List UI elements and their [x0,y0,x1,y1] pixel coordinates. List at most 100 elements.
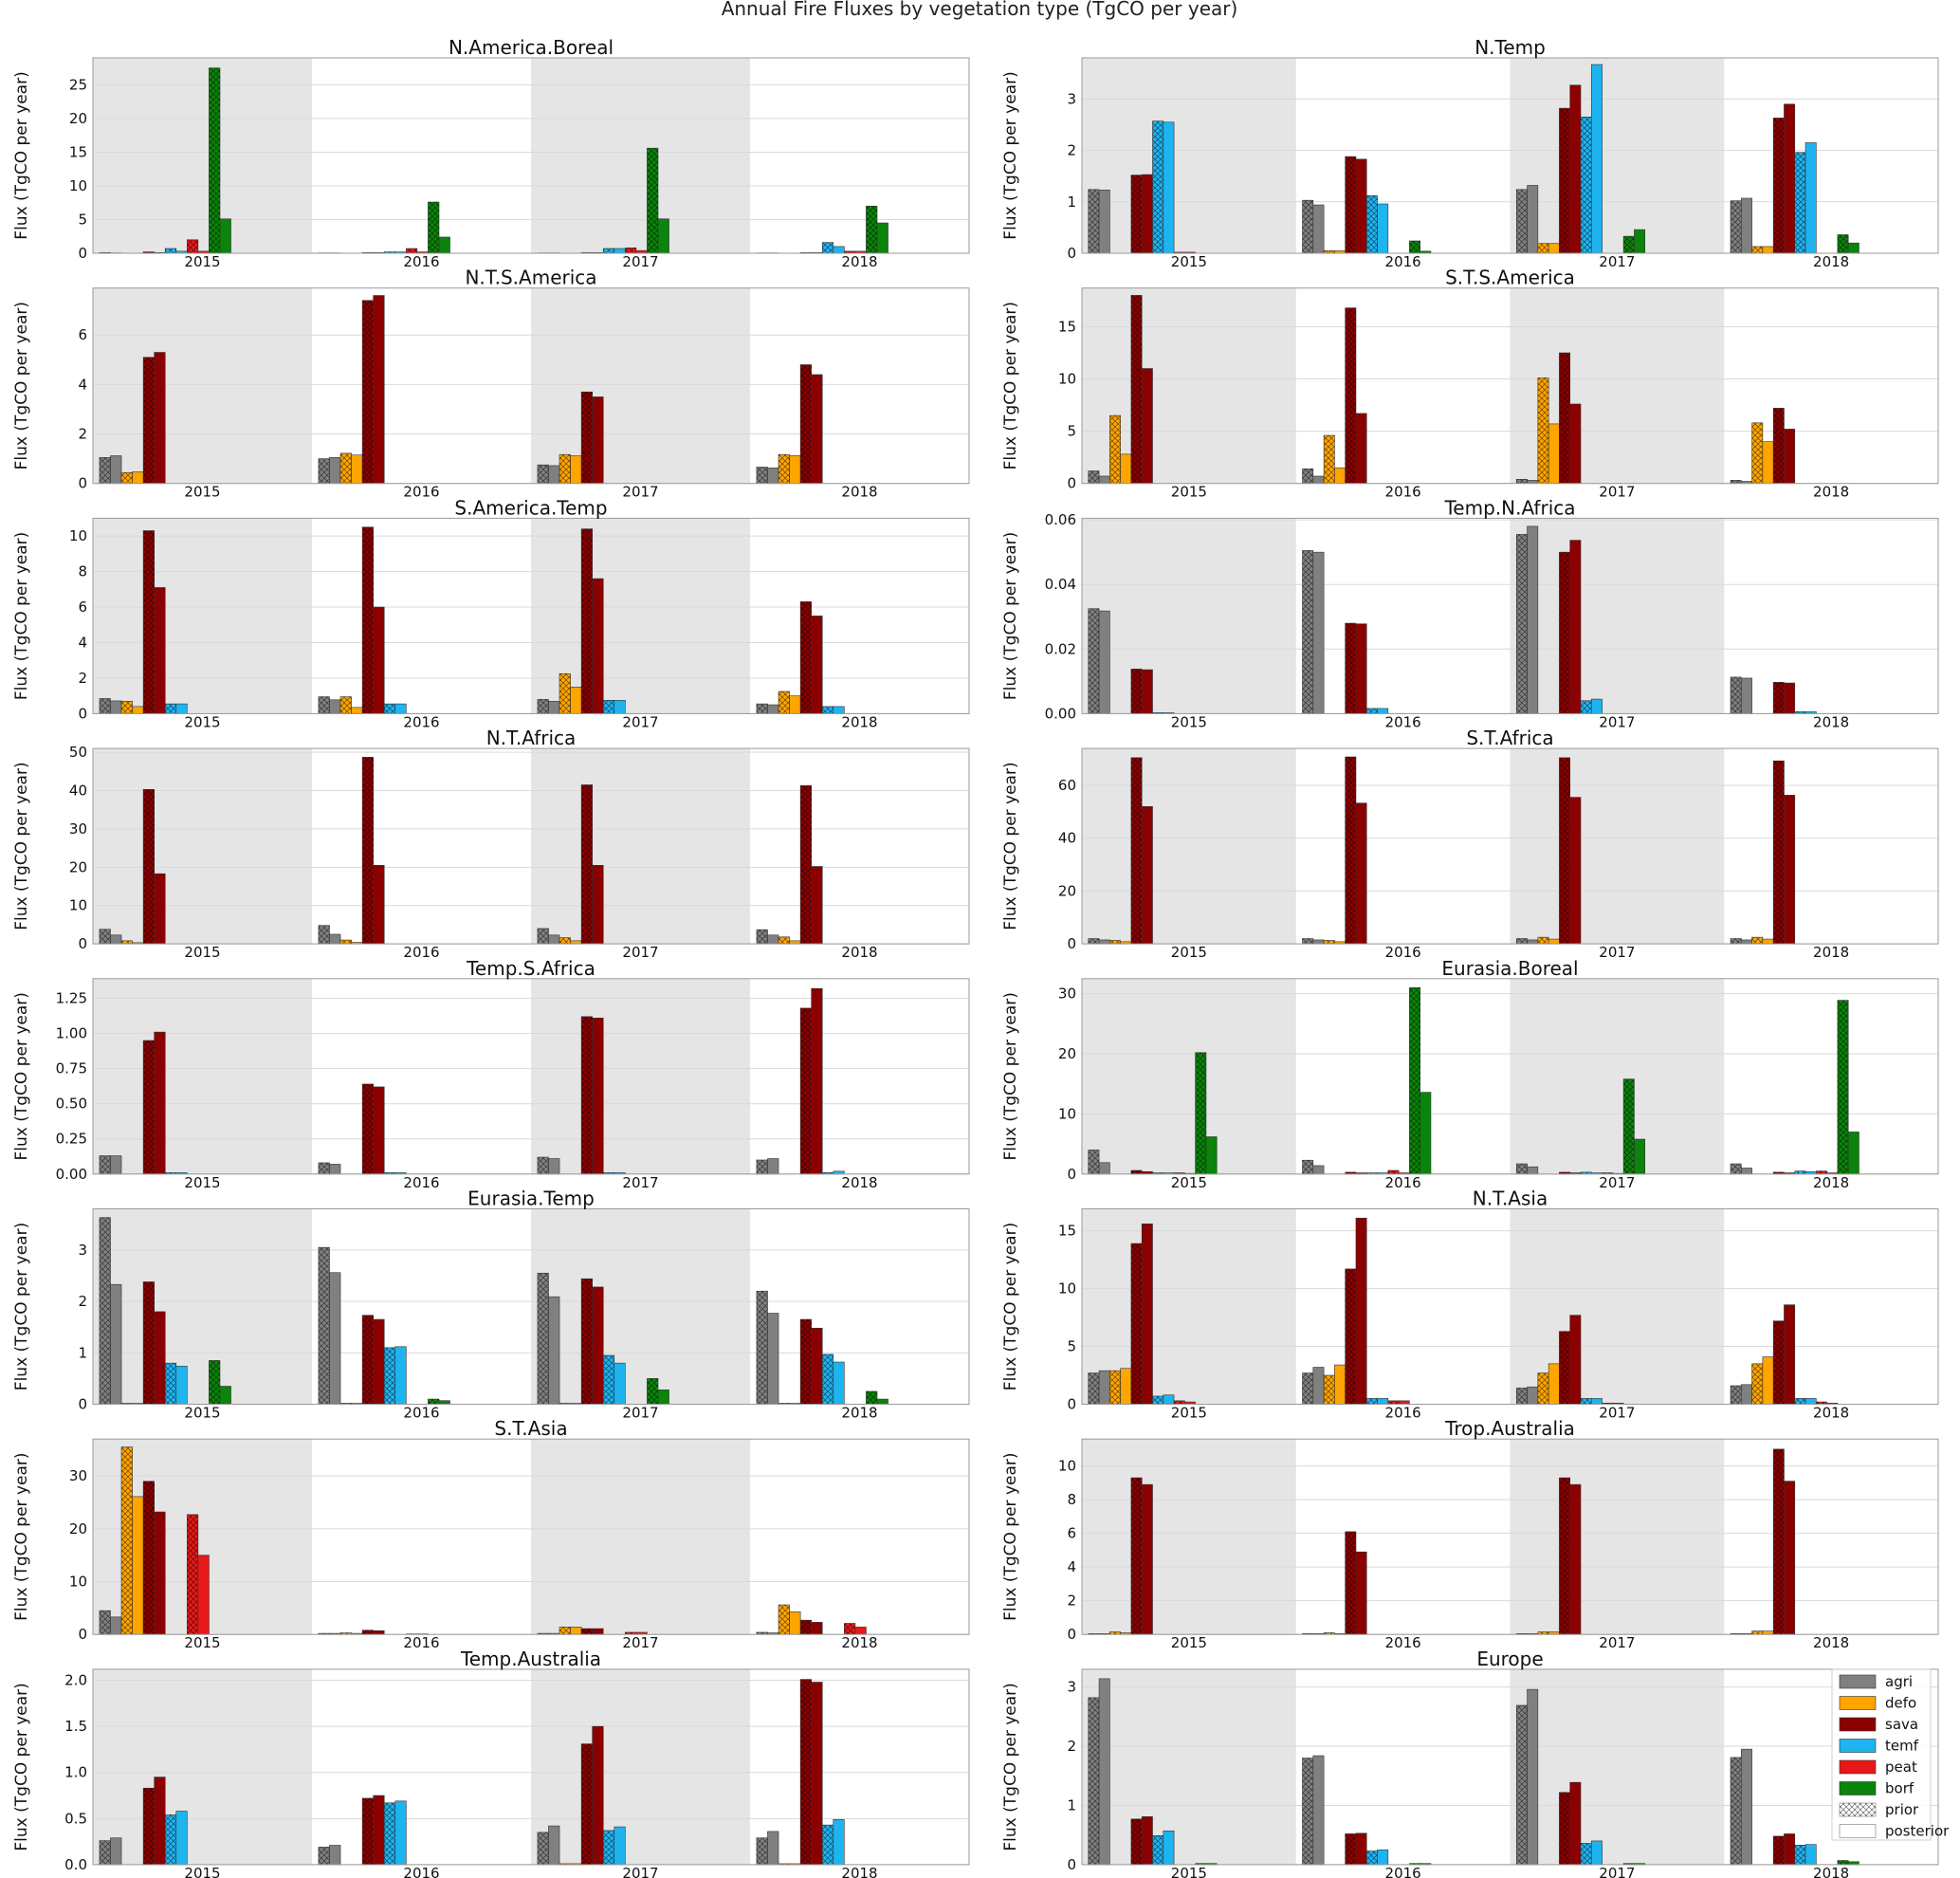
bar-temf-posterior-2015 [1163,1831,1175,1866]
year-band-2015 [93,1208,312,1405]
y-tick-label: 3 [78,1242,87,1259]
bar-hatch-defo-2015 [1109,415,1121,484]
bar-hatch-agri-2017 [1516,1388,1528,1405]
panel-title: Temp.N.Africa [1443,496,1575,519]
bar-hatch-agri-2017 [537,1273,549,1405]
bar-sava-posterior-2017 [1569,1483,1582,1635]
bar-hatch-sava-2016 [362,1629,374,1635]
panel-temp-n-africa: 0.00 0.02 0.04 0.06 2015 2016 2017 2018 Temp.N.A… [1001,496,1939,730]
bar-agri-posterior-2016 [1312,551,1325,714]
y-tick-label: 2 [78,670,87,687]
panel-temp-australia: 0.0 0.5 1.0 1.5 2.0 2015 2016 2017 2018 Temp.Aust… [12,1648,970,1878]
bar-agri-posterior-2015 [110,1837,122,1866]
y-tick-label: 20 [1058,1045,1076,1062]
bar-hatch-sava-2015 [143,251,155,253]
y-tick-label: 10 [1058,371,1076,388]
y-tick-label: 40 [1058,830,1076,847]
bar-hatch-agri-2018 [756,1291,768,1405]
bar-hatch-peat-2016 [1387,1400,1400,1405]
bar-temf-posterior-2018 [833,246,845,254]
bar-sava-posterior-2017 [1569,1315,1582,1405]
x-tick-label: 2015 [1171,1405,1207,1422]
bar-hatch-defo-2018 [779,1605,790,1635]
bar-hatch-temf-2016 [1366,1398,1378,1405]
year-band-2017 [531,978,750,1174]
x-tick-label: 2018 [1813,1634,1849,1651]
year-band-2015 [1082,518,1296,714]
panel-title: N.T.Asia [1473,1188,1548,1210]
bar-hatch-sava-2018 [800,364,812,484]
bar-sava-posterior-2017 [1569,797,1582,945]
bar-hatch-defo-2016 [340,1632,352,1635]
y-tick-label: 0 [1067,1166,1076,1183]
figure-title: Annual Fire Fluxes by vegetation type (T… [722,0,1238,20]
y-tick-label: 25 [69,76,87,93]
bar-hatch-agri-2015 [1088,1697,1100,1865]
x-tick-label: 2016 [403,1174,439,1191]
panel-title: Eurasia.Temp [467,1188,595,1210]
bar-hatch-sava-2015 [1130,175,1143,253]
bar-hatch-agri-2015 [99,1840,111,1865]
bar-hatch-sava-2017 [1559,352,1570,484]
bar-hatch-sava-2017 [581,1016,593,1174]
bar-hatch-sava-2017 [1559,1331,1570,1405]
y-tick-label: 0 [78,935,87,952]
bar-agri-posterior-2016 [329,1845,341,1866]
bar-agri-posterior-2017 [1527,525,1539,714]
bar-sava-posterior-2018 [1784,1304,1796,1405]
x-tick-label: 2018 [841,1405,877,1422]
panel-title: S.T.S.America [1445,267,1575,289]
x-tick-label: 2016 [403,484,439,501]
bar-hatch-peat-2017 [625,1631,636,1635]
bar-hatch-sava-2017 [581,784,593,945]
x-tick-label: 2018 [1813,713,1849,730]
bar-sava-posterior-2015 [1141,669,1153,714]
bar-agri-posterior-2018 [767,467,779,485]
bar-borf-posterior-2017 [1634,1138,1646,1175]
bar-hatch-defo-2016 [340,940,352,945]
bar-hatch-borf-2017 [1623,1863,1635,1865]
bar-sava-posterior-2017 [592,1286,604,1405]
x-tick-label: 2016 [1385,1174,1421,1191]
x-tick-label: 2018 [841,1174,877,1191]
bar-hatch-agri-2015 [99,1611,111,1635]
bar-hatch-temf-2018 [822,1172,833,1174]
bar-hatch-agri-2016 [318,1847,330,1865]
bar-hatch-sava-2015 [1130,757,1143,945]
bar-hatch-peat-2016 [1387,1169,1400,1174]
year-band-2015 [93,1668,312,1865]
bar-hatch-agri-2015 [1088,1150,1100,1174]
panel-title: S.America.Temp [454,496,607,519]
x-tick-label: 2016 [1385,1865,1421,1878]
bar-defo-posterior-2017 [570,1627,582,1635]
y-tick-label: 1 [1067,1796,1076,1814]
bar-hatch-borf-2018 [866,1390,877,1405]
bar-hatch-agri-2015 [99,929,111,945]
year-band-2015 [93,518,312,714]
bar-hatch-sava-2018 [1773,1448,1785,1635]
bar-hatch-sava-2015 [143,1281,155,1405]
y-tick-label: 0.50 [56,1096,87,1113]
year-band-2017 [1510,748,1725,945]
bar-sava-posterior-2016 [373,864,385,945]
bar-agri-posterior-2018 [767,1313,779,1405]
bar-hatch-temf-2015 [1152,1395,1163,1405]
bar-hatch-sava-2016 [1345,156,1356,253]
bar-hatch-sava-2016 [362,300,374,484]
bar-sava-posterior-2016 [373,295,385,485]
bar-agri-posterior-2015 [1098,1162,1110,1175]
bar-hatch-defo-2018 [1751,937,1763,945]
bar-hatch-agri-2015 [99,457,111,484]
bar-hatch-sava-2015 [1130,1169,1143,1174]
bar-hatch-peat-2015 [187,239,198,253]
y-tick-label: 0.04 [1045,576,1076,593]
bar-sava-posterior-2016 [373,1318,385,1405]
bar-hatch-defo-2016 [1324,435,1335,484]
y-tick-label: 0 [1067,1626,1076,1643]
plot-frame [1081,978,1939,1175]
y-tick-label: 20 [69,858,87,875]
year-band-2017 [1510,58,1725,253]
year-band-2017 [1510,1668,1725,1865]
